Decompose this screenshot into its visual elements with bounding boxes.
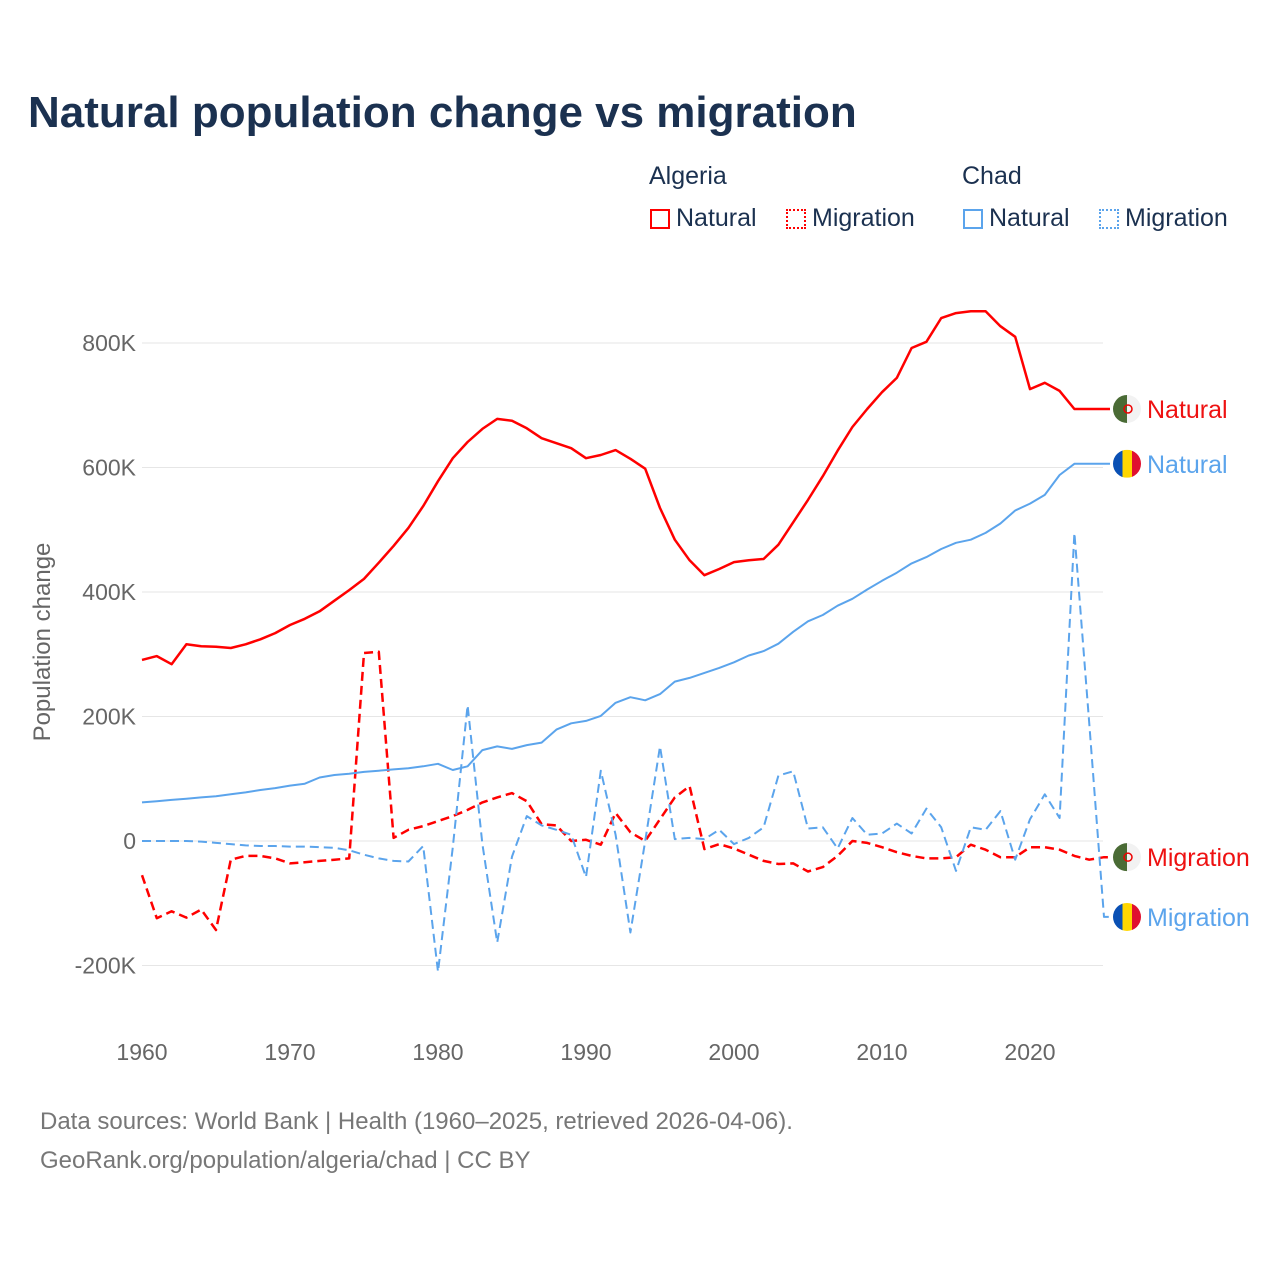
flag-green-half bbox=[1113, 394, 1127, 423]
legend-label: Natural bbox=[676, 204, 757, 232]
crescent-icon bbox=[1123, 852, 1133, 862]
series-line-chad-migration bbox=[142, 531, 1110, 973]
chart-title: Natural population change vs migration bbox=[28, 88, 857, 137]
legend-swatch-dotted bbox=[786, 208, 806, 229]
flag-blue bbox=[1113, 449, 1123, 478]
chad-flag-icon bbox=[1113, 902, 1141, 931]
flag-yellow bbox=[1122, 902, 1132, 931]
end-label: Natural bbox=[1147, 396, 1228, 424]
y-axis-label: Population change bbox=[29, 543, 56, 742]
end-marker-algeria: Natural bbox=[1113, 394, 1228, 424]
flag-yellow bbox=[1122, 449, 1132, 478]
x-tick-label: 1980 bbox=[412, 1039, 463, 1065]
footer-sources: Data sources: World Bank | Health (1960–… bbox=[40, 1108, 793, 1135]
legend-algeria-natural[interactable]: Natural bbox=[650, 204, 757, 233]
end-label: Natural bbox=[1147, 451, 1228, 479]
end-marker-chad: Natural bbox=[1113, 449, 1228, 479]
y-tick-label: 200K bbox=[82, 704, 136, 730]
legend-swatch-dotted bbox=[1099, 208, 1119, 229]
series-line-chad-natural bbox=[141, 462, 1110, 804]
end-marker-algeria: Migration bbox=[1113, 843, 1250, 872]
y-tick-label: 0 bbox=[123, 828, 136, 854]
crescent-icon bbox=[1123, 404, 1133, 414]
legend-label: Migration bbox=[812, 204, 915, 232]
legend-label: Migration bbox=[1125, 204, 1228, 232]
x-tick-label: 1990 bbox=[560, 1039, 611, 1065]
legend-group-chad: Chad bbox=[962, 162, 1022, 190]
flag-green-half bbox=[1113, 843, 1127, 872]
chad-flag-icon bbox=[1113, 449, 1141, 478]
x-tick-label: 1960 bbox=[116, 1039, 167, 1065]
x-tick-label: 2000 bbox=[708, 1039, 759, 1065]
x-tick-label: 2010 bbox=[856, 1039, 907, 1065]
x-tick-label: 1970 bbox=[264, 1039, 315, 1065]
y-tick-label: 600K bbox=[82, 455, 136, 481]
y-tick-label: 800K bbox=[82, 330, 136, 356]
flag-red bbox=[1132, 902, 1141, 931]
series-line-algeria-migration bbox=[140, 650, 1110, 932]
legend-chad-migration[interactable]: Migration bbox=[1099, 204, 1228, 233]
y-tick-label: -200K bbox=[75, 953, 137, 979]
flag-blue bbox=[1113, 902, 1123, 931]
legend-swatch-solid bbox=[650, 208, 670, 229]
x-tick-label: 2020 bbox=[1004, 1039, 1055, 1065]
series-line-algeria-natural bbox=[141, 310, 1110, 666]
y-tick-label: 400K bbox=[82, 579, 136, 605]
footer-link[interactable]: GeoRank.org/population/algeria/chad | CC… bbox=[40, 1147, 531, 1174]
legend-swatch-solid bbox=[963, 208, 983, 229]
legend-chad-natural[interactable]: Natural bbox=[963, 204, 1070, 233]
legend-algeria-migration[interactable]: Migration bbox=[786, 204, 915, 233]
legend-group-algeria: Algeria bbox=[649, 162, 727, 190]
end-marker-chad: Migration bbox=[1113, 902, 1250, 932]
end-label: Migration bbox=[1147, 904, 1250, 932]
end-label: Migration bbox=[1147, 844, 1250, 872]
legend-label: Natural bbox=[989, 204, 1070, 232]
flag-red bbox=[1132, 449, 1141, 478]
